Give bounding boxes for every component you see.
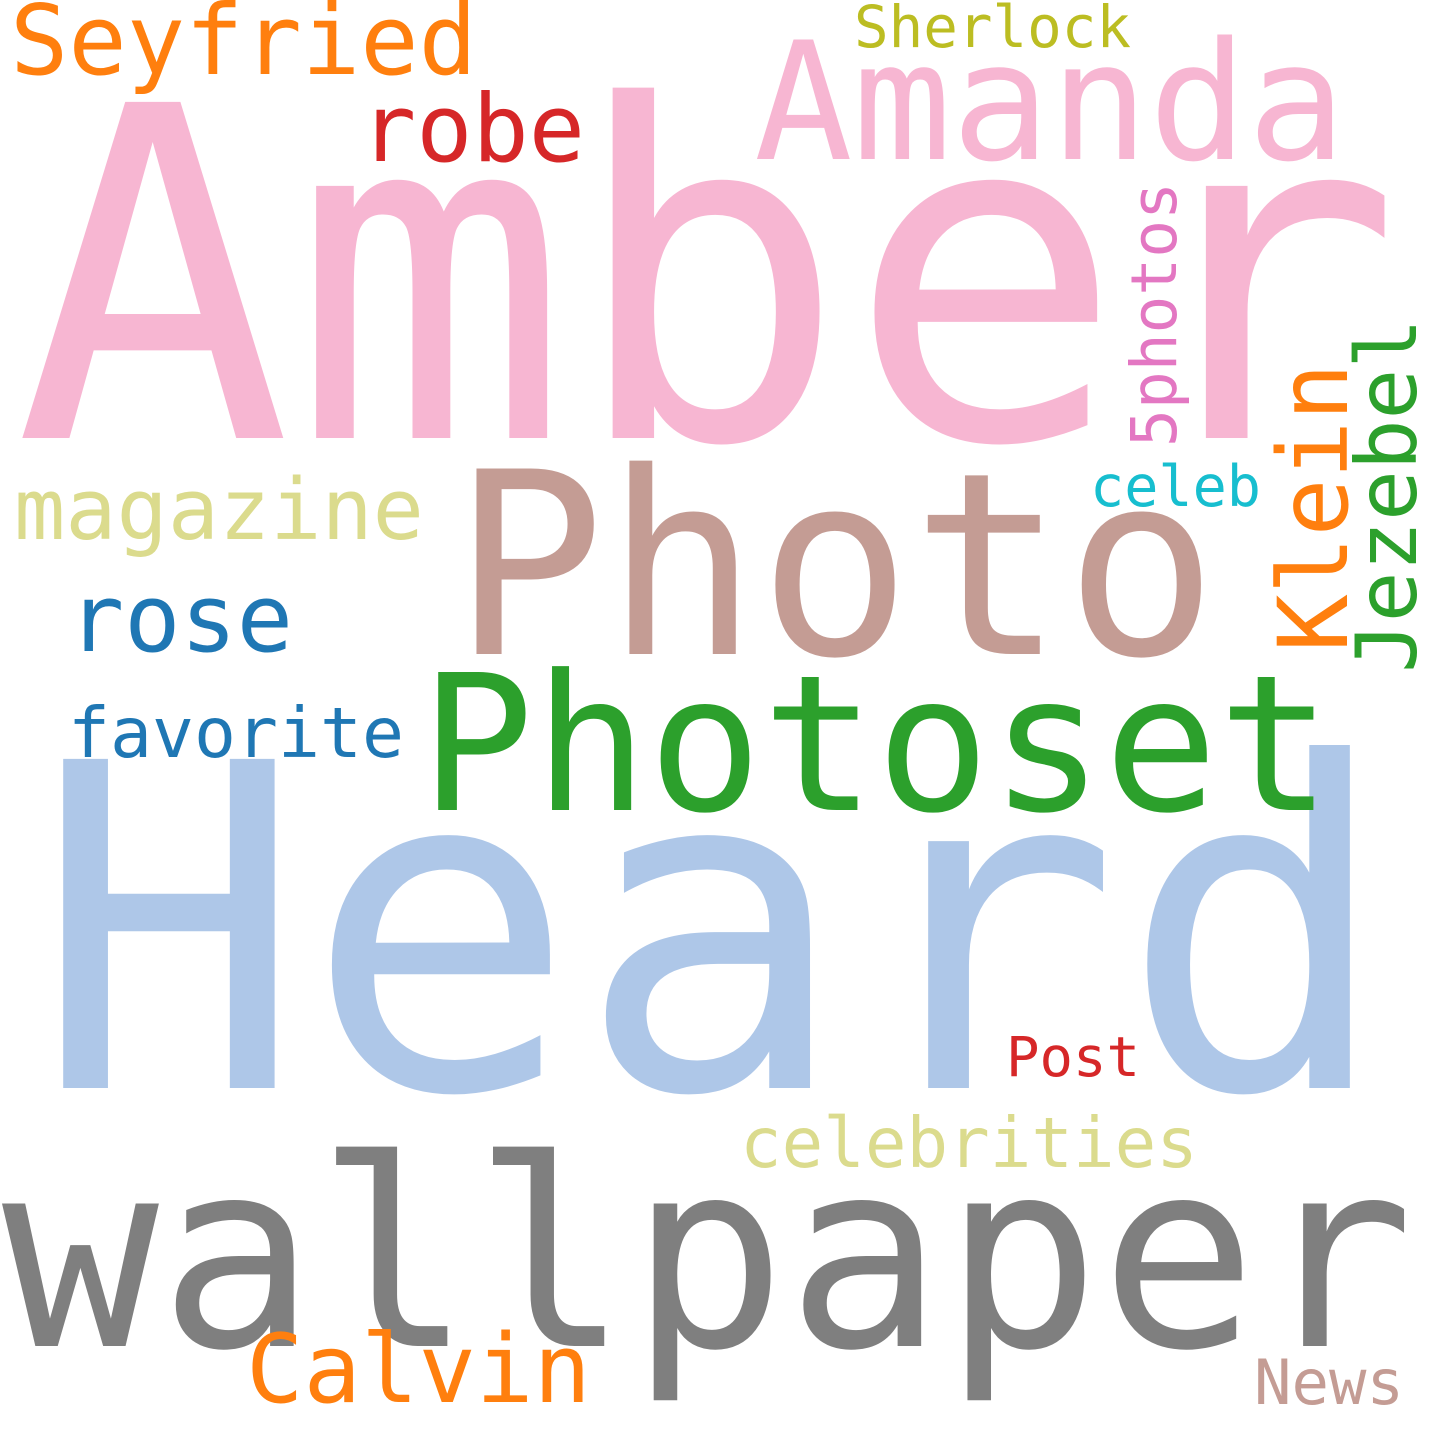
word-sherlock: Sherlock xyxy=(854,0,1131,61)
word-wallpaper: wallpaper xyxy=(2,1105,1414,1409)
word-amber: Amber xyxy=(14,10,1402,548)
word-amanda: Amanda xyxy=(754,7,1346,199)
word-photo: Photo xyxy=(452,418,1218,715)
word-post: Post xyxy=(1006,1024,1140,1090)
word-magazine: magazine xyxy=(14,461,424,561)
word-photoset: Photoset xyxy=(420,634,1332,856)
word-5photos: 5photos xyxy=(1117,182,1191,447)
word-robe: robe xyxy=(360,74,585,184)
word-news: News xyxy=(1254,1345,1404,1419)
word-seyfried: Seyfried xyxy=(10,0,477,97)
word-favorite: favorite xyxy=(68,693,404,775)
word-rose: rose xyxy=(68,564,293,674)
word-calvin: Calvin xyxy=(246,1313,591,1426)
word-celebrities: celebrities xyxy=(740,1103,1198,1184)
word-celeb: celeb xyxy=(1090,453,1261,520)
word-jezebel: Jezebel xyxy=(1337,318,1436,673)
word-heard: Heard xyxy=(33,669,1392,1195)
